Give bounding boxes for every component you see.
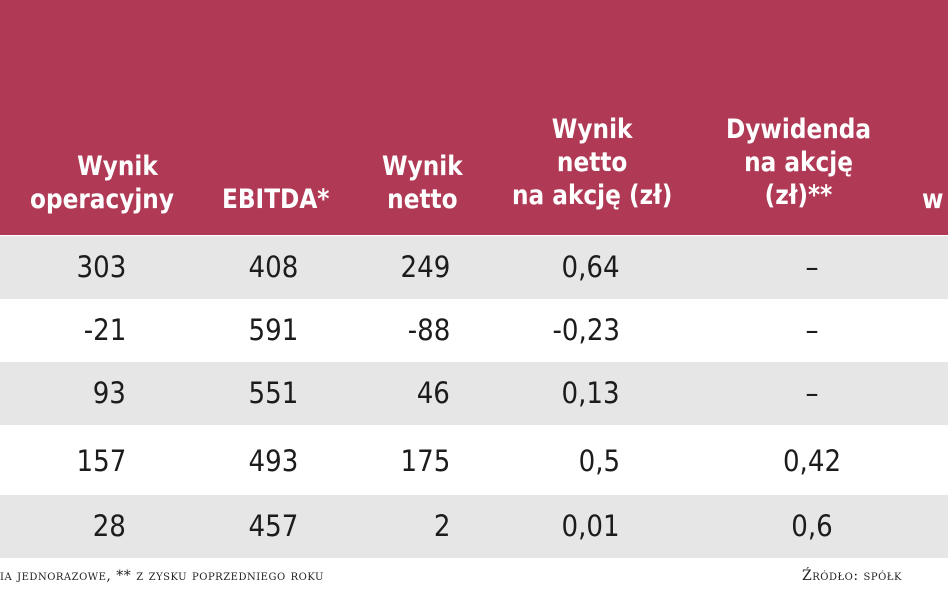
table-row: 28 457 2 0,01 0,6 bbox=[0, 495, 948, 558]
header-net-line-2: netto bbox=[387, 184, 458, 215]
header-dividend-line-2: na akcję bbox=[744, 147, 853, 178]
header-dividend-line-3: (zł)** bbox=[764, 180, 833, 211]
header-dividend-line-1: Dywidenda bbox=[726, 114, 872, 145]
cell-operating: 93 bbox=[92, 376, 126, 410]
header-eps-line-3: na akcję (zł) bbox=[512, 180, 673, 211]
cell-dividend-text: – bbox=[805, 250, 819, 284]
table-row: 93 551 46 0,13 – bbox=[0, 362, 948, 425]
header-operating-line-2: operacyjny bbox=[30, 184, 174, 215]
cell-dividend-text: – bbox=[805, 313, 819, 347]
table-row: 157 493 175 0,5 0,42 bbox=[0, 430, 948, 493]
cell-dividend-text: 0,42 bbox=[782, 444, 842, 478]
header-eps-line-1: Wynik bbox=[551, 114, 633, 145]
cell-operating: 303 bbox=[76, 250, 126, 284]
cell-ebitda: 408 bbox=[248, 250, 298, 284]
cell-operating: -21 bbox=[83, 313, 126, 347]
header-net: Wynik netto bbox=[382, 150, 463, 216]
footnote: ia jednorazowe, ** z zysku poprzedniego … bbox=[0, 568, 324, 584]
cell-ebitda: 493 bbox=[248, 444, 298, 478]
cell-net: 2 bbox=[433, 509, 450, 543]
cell-ebitda: 457 bbox=[248, 509, 298, 543]
header-partial-line-1: w bbox=[922, 184, 944, 215]
source-note: Źródło: spółk bbox=[802, 568, 902, 584]
table-row: 303 408 249 0,64 – bbox=[0, 236, 948, 299]
table-footer: ia jednorazowe, ** z zysku poprzedniego … bbox=[0, 560, 948, 593]
cell-dividend-text: – bbox=[805, 376, 819, 410]
cell-eps: -0,23 bbox=[552, 313, 620, 347]
header-partial: w bbox=[922, 183, 943, 216]
header-ebitda: EBITDA* bbox=[222, 183, 329, 216]
cell-ebitda: 591 bbox=[248, 313, 298, 347]
cell-operating: 28 bbox=[92, 509, 126, 543]
cell-operating: 157 bbox=[76, 444, 126, 478]
table-row: -21 591 -88 -0,23 – bbox=[0, 299, 948, 362]
cell-net: 175 bbox=[400, 444, 450, 478]
header-operating: Wynik operacyjny bbox=[30, 150, 174, 216]
cell-net: 249 bbox=[400, 250, 450, 284]
cell-ebitda: 551 bbox=[248, 376, 298, 410]
header-ebitda-line-1: EBITDA* bbox=[222, 184, 330, 215]
cell-eps: 0,64 bbox=[561, 250, 620, 284]
header-dividend: Dywidenda na akcję (zł)** bbox=[726, 113, 871, 212]
cell-eps: 0,01 bbox=[561, 509, 620, 543]
cell-eps: 0,13 bbox=[561, 376, 620, 410]
header-eps-line-2: netto bbox=[556, 147, 628, 178]
cell-eps: 0,5 bbox=[578, 444, 620, 478]
table-header: Wynik operacyjny EBITDA* Wynik netto Wyn… bbox=[0, 0, 948, 235]
cell-net: -88 bbox=[407, 313, 450, 347]
cell-net: 46 bbox=[416, 376, 450, 410]
cell-dividend-text: 0,6 bbox=[791, 509, 833, 543]
header-net-line-1: Wynik bbox=[382, 151, 463, 182]
header-operating-line-1: Wynik bbox=[77, 151, 158, 182]
header-eps: Wynik netto na akcję (zł) bbox=[512, 113, 672, 212]
